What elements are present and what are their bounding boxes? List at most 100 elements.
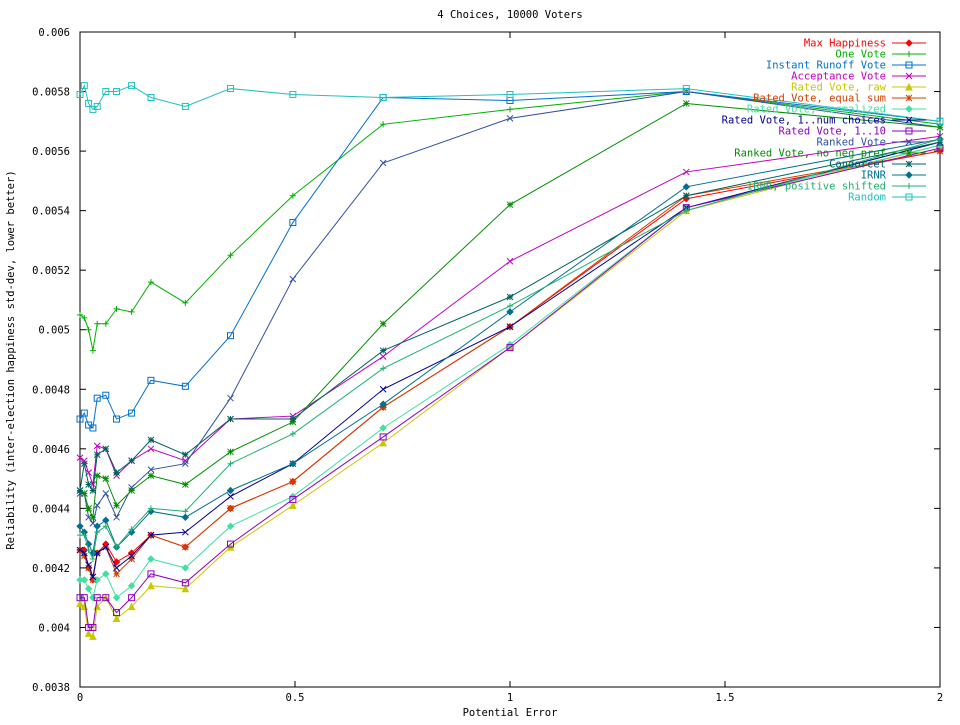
y-tick-label: 0.005 [38, 325, 70, 337]
data-point [905, 116, 913, 124]
data-point [147, 445, 155, 453]
data-point [89, 347, 96, 354]
data-point [227, 448, 234, 456]
series-line [79, 150, 941, 582]
data-point [507, 302, 513, 309]
series-6 [76, 141, 944, 602]
data-point [379, 424, 387, 432]
data-point [128, 308, 135, 315]
data-point [227, 332, 234, 340]
legend-label: Rated Vote, 1..10 [779, 126, 886, 138]
y-tick-label: 0.004 [38, 622, 70, 634]
x-axis-label: Potential Error [463, 707, 558, 719]
data-point [379, 159, 387, 167]
data-point [905, 171, 913, 179]
y-axis-label: Reliability (inter-election happiness st… [5, 170, 17, 549]
data-point [506, 201, 514, 209]
data-point [379, 400, 387, 408]
data-point [181, 382, 189, 390]
legend-label: One Vote [835, 49, 886, 61]
data-point [147, 466, 155, 474]
legend-label: Max Happiness [804, 38, 886, 50]
legend-label: Condorcet [829, 159, 886, 171]
data-point [89, 623, 97, 631]
series-13 [77, 136, 943, 562]
data-point [506, 308, 514, 316]
series-line [80, 147, 941, 628]
data-point [113, 564, 120, 572]
series-line [79, 91, 941, 429]
legend-entry: Rated Vote, 1..num choices [722, 115, 926, 127]
data-point [147, 505, 154, 512]
data-point [76, 522, 84, 530]
legend-entry: Rated Vote, normalized [747, 104, 926, 116]
data-point [289, 192, 296, 199]
data-point [289, 495, 297, 503]
data-point [379, 320, 387, 328]
data-point [682, 168, 690, 176]
legend-entry: Instant Runoff Vote [766, 60, 926, 72]
data-point [93, 594, 101, 602]
data-point [89, 576, 97, 584]
legend-entry: Acceptance Vote [791, 71, 926, 83]
data-point [93, 472, 101, 479]
data-point [506, 114, 514, 122]
y-tick-label: 0.0054 [32, 206, 70, 218]
data-point [147, 436, 155, 444]
data-point [379, 433, 387, 441]
data-point [113, 502, 120, 509]
data-point [93, 442, 101, 450]
data-point [113, 544, 120, 551]
legend-entry: Rated Vote, equal sum [753, 93, 926, 105]
data-point [289, 91, 297, 99]
series-line [79, 91, 941, 351]
y-tick-label: 0.0058 [32, 87, 70, 99]
data-point [81, 314, 88, 321]
data-point [506, 344, 514, 352]
data-point [227, 460, 234, 467]
series-line [79, 141, 941, 492]
data-point [380, 121, 387, 128]
data-point [683, 207, 690, 214]
data-point [906, 183, 912, 189]
legend-entry: Ranked Vote, no neg pref [734, 148, 926, 160]
legend-entry: IRNR, positive shifted [747, 181, 926, 193]
data-point [113, 570, 120, 578]
data-point [289, 459, 297, 468]
data-point [113, 305, 120, 312]
y-tick-label: 0.0048 [32, 384, 70, 396]
data-point [379, 347, 387, 354]
legend-label: Random [848, 192, 886, 204]
data-point [89, 632, 97, 640]
data-point [89, 424, 97, 432]
data-point [113, 88, 121, 96]
data-point [289, 219, 297, 227]
data-point [102, 594, 110, 602]
data-point [89, 555, 96, 562]
data-point [181, 481, 189, 488]
series-line [80, 138, 941, 561]
data-point [905, 39, 913, 47]
data-point [102, 88, 110, 96]
data-point [76, 599, 84, 608]
legend-entry: Max Happiness [804, 38, 926, 50]
data-point [128, 457, 135, 465]
y-tick-label: 0.0044 [32, 503, 70, 515]
data-point [113, 513, 120, 521]
data-point [936, 123, 944, 131]
data-point [147, 279, 154, 286]
legend-label: Instant Runoff Vote [766, 60, 886, 72]
data-point [94, 529, 101, 536]
data-point [80, 460, 88, 468]
data-point [112, 593, 121, 602]
data-point [506, 257, 514, 265]
x-tick-label: 2 [937, 692, 943, 704]
data-point [147, 581, 155, 590]
data-point [102, 475, 110, 482]
legend-entry: Random [848, 192, 926, 204]
data-point [85, 481, 92, 488]
data-point [181, 513, 190, 522]
data-point [181, 451, 189, 459]
